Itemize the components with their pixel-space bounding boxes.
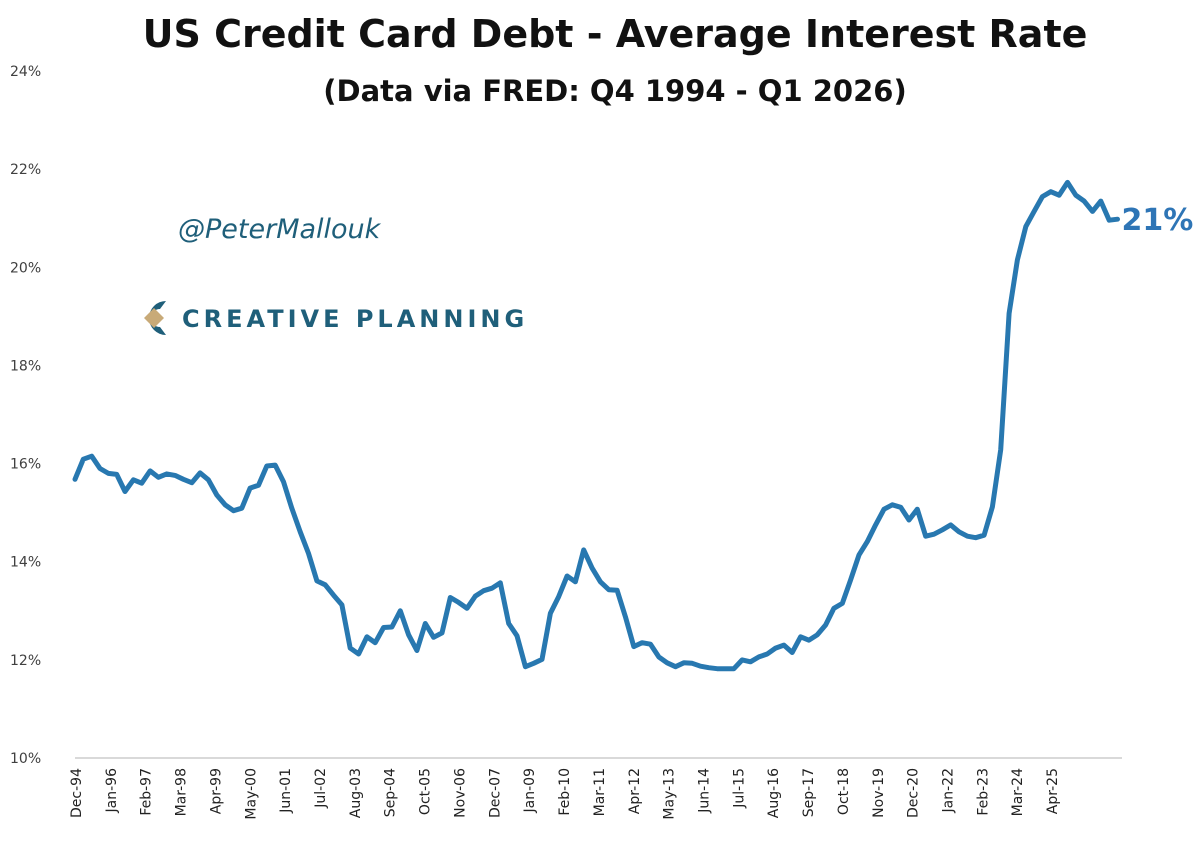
- x-tick-label: Aug-03: [348, 768, 364, 818]
- x-tick-label: Sep-04: [383, 768, 399, 817]
- x-tick-label: Mar-24: [1010, 768, 1026, 816]
- x-tick-label: Apr-12: [627, 768, 643, 814]
- x-tick-label: Dec-94: [69, 768, 85, 818]
- series-points: [74, 182, 1118, 669]
- y-tick-label: 16%: [10, 457, 41, 473]
- x-tick-label: Jun-01: [278, 768, 294, 814]
- x-tick-label: Jan-96: [104, 768, 120, 814]
- chart-subtitle: (Data via FRED: Q4 1994 - Q1 2026): [323, 74, 906, 108]
- y-tick-label: 14%: [10, 555, 41, 571]
- logo-text: CREATIVE PLANNING: [182, 305, 528, 333]
- x-tick-label: Jul-15: [731, 768, 747, 809]
- x-tick-label: Jan-22: [941, 768, 957, 813]
- y-tick-label: 20%: [10, 260, 41, 276]
- y-tick-label: 22%: [10, 162, 41, 178]
- y-tick-label: 12%: [10, 653, 41, 669]
- x-tick-label: Jan-09: [522, 768, 538, 813]
- x-tick-label: May-13: [662, 768, 678, 820]
- x-tick-label: Feb-10: [557, 768, 573, 816]
- x-tick-label: Nov-06: [452, 768, 468, 818]
- x-tick-label: Dec-20: [906, 768, 922, 818]
- x-tick-label: Mar-11: [592, 768, 608, 816]
- x-tick-label: Oct-05: [418, 768, 434, 815]
- x-tick-label: Feb-97: [139, 768, 155, 816]
- x-tick-label: Oct-18: [836, 768, 852, 815]
- x-tick-label: Sep-17: [801, 768, 817, 817]
- x-tick-label: Dec-07: [487, 768, 503, 818]
- x-tick-label: Jun-14: [696, 768, 712, 814]
- y-tick-label: 10%: [10, 751, 41, 767]
- x-tick-label: Apr-99: [208, 768, 224, 814]
- x-tick-label: Apr-25: [1045, 768, 1061, 814]
- y-axis: 10% 12% 14% 16% 18% 20% 22% 24%: [10, 64, 41, 767]
- logo-mark-icon: [144, 301, 166, 335]
- series-line: [72, 179, 1120, 672]
- x-tick-label: Mar-98: [174, 768, 190, 816]
- y-tick-label: 24%: [10, 64, 41, 80]
- x-tick-label: Jul-02: [313, 768, 329, 809]
- x-axis: Dec-94 Jan-96 Feb-97 Mar-98 Apr-99 May-00 Jun-…: [69, 768, 1061, 820]
- x-tick-label: Aug-16: [766, 768, 782, 818]
- x-tick-label: May-00: [243, 768, 259, 820]
- end-value-label: 21%: [1122, 203, 1194, 238]
- creative-planning-logo: CREATIVE PLANNING: [144, 301, 528, 335]
- x-tick-label: Nov-19: [871, 768, 887, 818]
- twitter-handle: @PeterMallouk: [178, 214, 382, 245]
- x-tick-label: Feb-23: [975, 768, 991, 816]
- y-tick-label: 18%: [10, 358, 41, 374]
- chart-title: US Credit Card Debt - Average Interest R…: [143, 12, 1088, 56]
